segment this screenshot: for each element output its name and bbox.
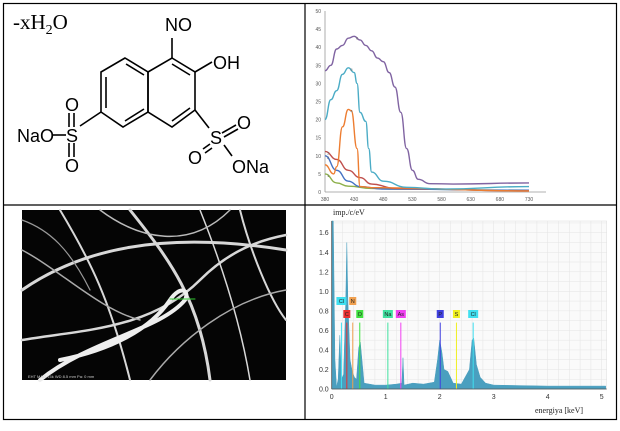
y-tick-label: 1.2	[319, 269, 329, 276]
element-label: O	[358, 312, 363, 318]
atom-o: O	[65, 156, 79, 176]
x-tick-label: 1	[384, 394, 388, 401]
y-tick-label: 1.0	[319, 289, 329, 296]
y-tick-label: 0.2	[319, 367, 329, 374]
element-badge	[343, 310, 351, 318]
x-tick-label: 5	[600, 394, 604, 401]
y-axis-label: imp./c/eV	[333, 208, 365, 217]
series-label: 3	[327, 150, 330, 155]
element-label: N	[351, 299, 355, 305]
series-line-5	[324, 67, 530, 190]
y-tick-label: 1.6	[319, 230, 329, 237]
x-tick-label: 0	[330, 394, 334, 401]
x-tick-label: 2	[438, 394, 442, 401]
element-label: As	[398, 312, 405, 318]
element-badge	[382, 310, 393, 318]
x-tick-label: 680	[496, 197, 505, 203]
series-line-6	[324, 35, 530, 185]
element-badge	[452, 310, 460, 318]
element-badge	[468, 310, 479, 318]
element-badge	[356, 310, 364, 318]
element-label: P	[438, 312, 442, 318]
spectrum-area	[331, 220, 606, 390]
y-tick-label: 10	[315, 154, 321, 160]
series-line-4	[324, 108, 530, 192]
series-label: 2	[327, 155, 330, 160]
chemical-structure: -xH2O NO OH S O O ONa S O O NaO	[13, 10, 270, 177]
figure-frame	[2, 2, 618, 421]
element-label: C	[345, 312, 349, 318]
atom-s-right: S	[210, 128, 222, 148]
y-tick-label: 30	[315, 81, 321, 87]
x-tick-label: 430	[350, 197, 359, 203]
x-tick-label: 480	[379, 197, 388, 203]
series-label: 6	[356, 35, 359, 40]
y-tick-label: 0.8	[319, 308, 329, 315]
element-badge	[436, 310, 444, 318]
y-tick-label: 5	[318, 172, 321, 178]
x-tick-label: 630	[467, 197, 476, 203]
y-tick-label: 50	[315, 9, 321, 15]
atom-oh: OH	[213, 53, 240, 73]
atom-s-left: S	[66, 126, 78, 146]
atom-o: O	[65, 95, 79, 115]
x-axis-label: energiya [keV]	[535, 406, 583, 415]
element-label: S	[455, 312, 459, 318]
plot-area	[331, 220, 607, 390]
y-tick-label: 1.4	[319, 250, 329, 257]
series-line-2	[324, 155, 530, 191]
y-tick-label: 20	[315, 118, 321, 124]
edx-spectrum-chart: 0.0 0.2 0.4 0.6 0.8 1.0 1.2 1.4 1.6 0 1 2 3 4 5 Cl N C O Na…	[319, 208, 607, 415]
element-badge	[395, 310, 406, 318]
x-tick-label: 530	[408, 197, 417, 203]
y-tick-label: 15	[315, 136, 321, 142]
element-label: Cl	[471, 312, 476, 318]
element-label: Na	[384, 312, 392, 318]
x-tick-label: 580	[437, 197, 446, 203]
x-tick-label: 4	[546, 394, 550, 401]
atom-ona: ONa	[232, 157, 270, 177]
atom-no: NO	[165, 15, 192, 35]
y-tick-label: 0	[318, 190, 321, 196]
atom-nao: NaO	[17, 126, 54, 146]
sem-info-bar: EHT MAG 15k WD 8.5 mm Pa: 0 mm	[28, 374, 95, 379]
x-tick-label: 3	[492, 394, 496, 401]
y-tick-label: 45	[315, 27, 321, 33]
y-tick-label: 0.6	[319, 328, 329, 335]
y-tick-label: 0.0	[319, 387, 329, 394]
series-label: 1	[327, 173, 330, 178]
y-tick-label: 40	[315, 45, 321, 51]
atom-o: O	[188, 148, 202, 168]
sem-image: EHT MAG 15k WD 8.5 mm Pa: 0 mm	[20, 208, 288, 382]
element-label: Cl	[339, 299, 344, 305]
series-label: 4	[350, 108, 353, 113]
x-tick-label: 380	[321, 197, 330, 203]
y-tick-label: 35	[315, 63, 321, 69]
y-tick-label: 25	[315, 100, 321, 106]
series-label: 5	[350, 67, 353, 72]
hydrate-label: -xH2O	[13, 10, 68, 38]
element-badge	[349, 297, 357, 305]
element-badge	[336, 297, 347, 305]
atom-o: O	[237, 113, 251, 133]
x-tick-label: 730	[525, 197, 534, 203]
y-tick-label: 0.4	[319, 347, 329, 354]
